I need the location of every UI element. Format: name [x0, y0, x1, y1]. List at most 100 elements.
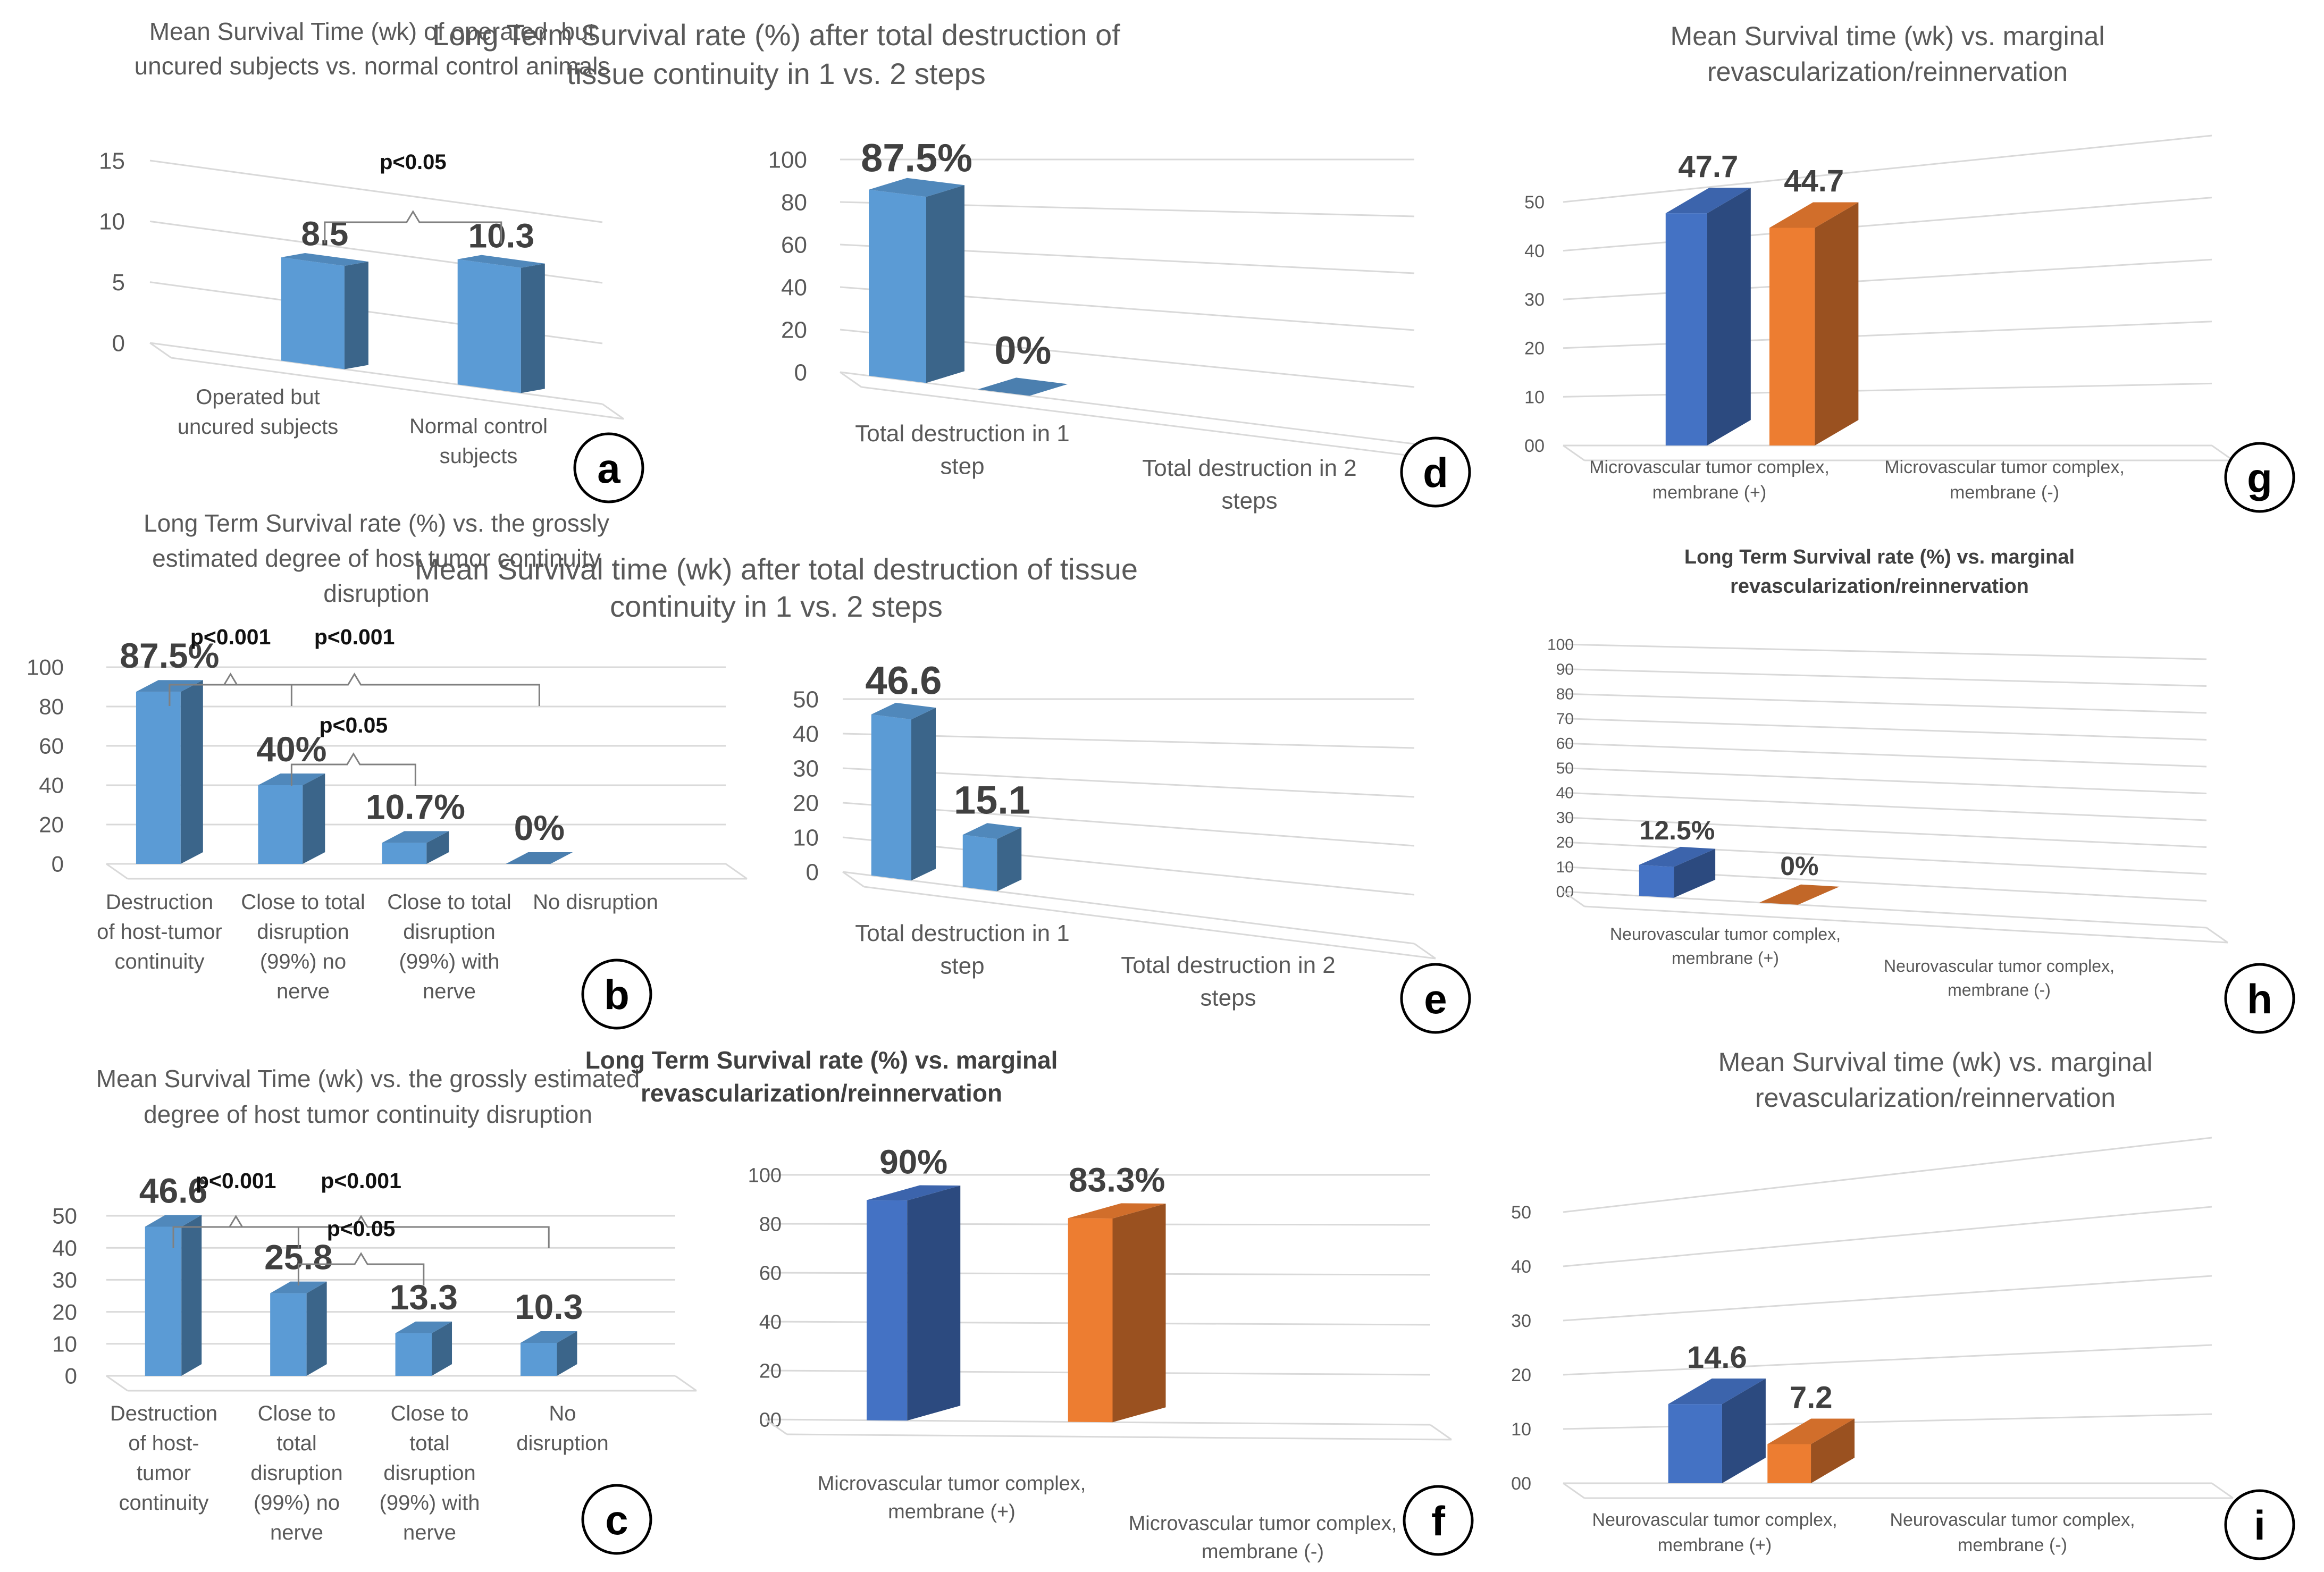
y-tick-label: 50 [1511, 1203, 1531, 1223]
y-tick-label: 30 [52, 1267, 77, 1292]
bar-top-face [281, 253, 368, 266]
gridline [842, 733, 1415, 749]
category-label: nerve [276, 980, 330, 1003]
bar-side-face [306, 1281, 327, 1376]
category-label: Close to total [241, 890, 365, 914]
data-label: 83.3% [1069, 1161, 1165, 1199]
chart-title: estimated degree of host tumor continuit… [152, 544, 601, 572]
bar-0 [136, 680, 203, 864]
chart-title: revascularization/reinnervation [1730, 575, 2029, 598]
bar-side-face [1707, 188, 1751, 445]
y-tick-label: 00 [1511, 1474, 1531, 1494]
floor-edge [106, 863, 128, 880]
bar-side-face [521, 263, 545, 393]
category-label: Normal control [409, 415, 548, 438]
bar-1 [1068, 1203, 1166, 1423]
y-tick-label: 40 [759, 1311, 782, 1333]
bar-side-face [1722, 1378, 1766, 1483]
category-label: membrane (+) [1652, 483, 1766, 503]
data-label: 0% [514, 808, 565, 847]
data-label: 46.6 [139, 1171, 207, 1210]
y-tick-label: 10 [52, 1332, 77, 1357]
panel-letter-text: d [1423, 449, 1448, 496]
panel-letter-text: f [1431, 1498, 1446, 1544]
y-tick-label: 100 [1547, 636, 1574, 654]
y-tick-label: 20 [1524, 339, 1545, 359]
chart-f: Long Term Survival rate (%) vs. marginal… [585, 1046, 1474, 1563]
chart-g: Mean Survival time (wk) vs. marginal reva… [1524, 21, 2295, 513]
category-label: disruption [516, 1432, 608, 1455]
floor-edge [861, 386, 1436, 460]
gridline [1563, 767, 2207, 794]
data-label: 87.5% [120, 636, 219, 675]
bar-top-face [1668, 1378, 1766, 1405]
chart-title: revascularization/reinnervation [1707, 57, 2068, 87]
bar-front-face [382, 843, 427, 864]
bar-front-face [1769, 228, 1815, 445]
chart-h: Long Term Survival rate (%) vs. marginal… [1547, 546, 2295, 1034]
y-tick-label: 100 [768, 147, 807, 173]
floor-edge [725, 863, 748, 880]
bar-top-face [457, 255, 545, 268]
gridline [842, 767, 1415, 798]
panel-letter-circle [1403, 1485, 1474, 1556]
category-label: tumor [137, 1461, 191, 1485]
bracket-line [297, 1252, 425, 1285]
category-label: disruption [257, 920, 349, 944]
gridline [1563, 382, 2212, 398]
panel-letter-a: a [573, 432, 644, 503]
gridline [1563, 197, 2212, 252]
y-tick-label: 40 [1524, 241, 1545, 262]
bracket-line [324, 210, 502, 243]
category-label: Destruction [110, 1402, 217, 1425]
category-label: Operated but [196, 385, 320, 409]
bar-front-face [871, 714, 911, 881]
bar-front-face [962, 835, 997, 892]
category-label: Total destruction in 1 [855, 920, 1070, 946]
y-tick-label: 20 [759, 1360, 782, 1382]
category-label: Total destruction in 2 [1142, 455, 1357, 481]
data-label: 0% [994, 329, 1051, 373]
bar-1 [978, 377, 1068, 396]
data-label: 46.6 [865, 658, 942, 702]
chart-title: Mean Survival Time (wk) of operated, but [149, 18, 595, 45]
chart-title: tissue continuity in 1 vs. 2 steps [567, 57, 986, 90]
panel-letter-circle [2224, 963, 2295, 1034]
category-label: total [276, 1432, 317, 1455]
bar-side-face [180, 680, 203, 864]
gridline [842, 836, 1415, 896]
y-tick-label: 0 [806, 859, 819, 885]
bar-0 [281, 253, 368, 369]
bar-front-face [869, 189, 926, 383]
panel-letter-text: g [2247, 455, 2272, 501]
category-label: nerve [403, 1521, 456, 1544]
panel-letter-circle [2224, 442, 2295, 513]
y-tick-label: 70 [1556, 710, 1574, 728]
category-label: of host- [128, 1432, 199, 1455]
data-label: 0% [1780, 851, 1818, 881]
category-label: nerve [423, 980, 476, 1003]
chart-b: Long Term Survival rate (%) vs. the gros… [27, 509, 748, 1030]
bracket-line [290, 752, 416, 786]
gridline [1563, 1137, 2212, 1213]
y-tick-label: 30 [1511, 1311, 1531, 1331]
y-tick-label: 40 [52, 1235, 77, 1260]
category-label: steps [1221, 488, 1277, 514]
bar-0 [1665, 188, 1751, 445]
floor-edge [840, 371, 862, 388]
data-label: 40% [256, 729, 326, 769]
category-label: membrane (-) [1958, 1535, 2067, 1556]
bar-top-face [145, 1215, 202, 1227]
bar-0 [869, 178, 964, 383]
bar-top-face [962, 823, 1022, 839]
gridline [1563, 1344, 2212, 1376]
gridline [149, 159, 603, 223]
chart-title: Mean Survival time (wk) vs. marginal [1671, 21, 2105, 51]
panel-letter-text: b [604, 971, 630, 1018]
floor-edge [602, 403, 624, 420]
category-label: nerve [270, 1521, 323, 1544]
y-tick-label: 15 [99, 148, 125, 174]
bar-front-face [867, 1200, 908, 1421]
panel-letter-circle [1400, 436, 1471, 508]
bar-side-face [344, 262, 368, 369]
